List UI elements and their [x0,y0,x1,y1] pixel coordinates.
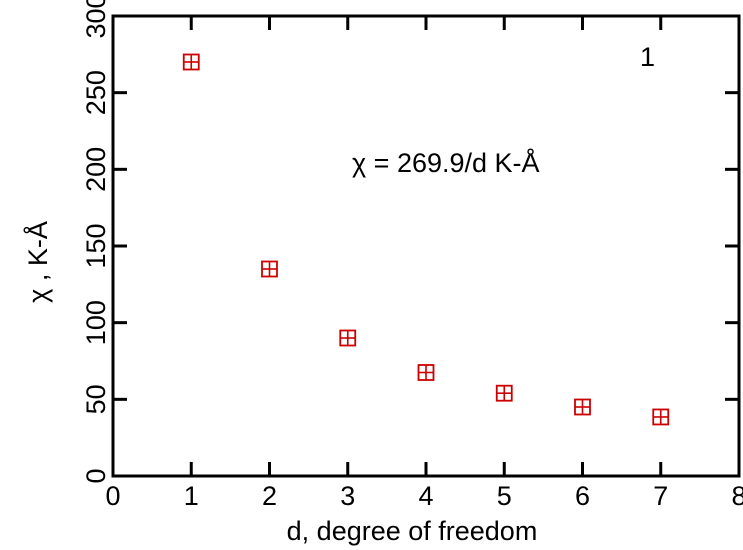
x-tick-label: 0 [105,481,120,511]
x-tick-label: 3 [340,481,355,511]
data-point [339,329,357,347]
data-point [495,384,513,402]
fit-equation: χ = 269.9/d K-Å [352,147,540,178]
plot-frame [111,14,741,478]
y-tick-label: 50 [81,384,111,414]
x-tick-label: 1 [184,481,199,511]
data-point [182,53,200,71]
y-tick-label: 250 [81,70,111,115]
x-tick-label: 7 [653,481,668,511]
x-tick-label: 4 [418,481,433,511]
panel-label: 1 [640,42,655,72]
data-points [182,53,670,426]
data-point [574,398,591,416]
data-point [417,364,435,381]
y-tick-label: 200 [81,147,111,192]
x-tick-label: 6 [575,481,590,511]
data-point [261,260,278,278]
x-tick-label: 5 [497,481,512,511]
x-axis-title: d, degree of freedom [287,516,538,546]
y-tick-label: 0 [81,468,111,483]
y-tick-label: 150 [81,223,111,268]
x-tick-label: 2 [262,481,277,511]
x-tick-label: 8 [731,481,743,511]
y-axis-title: χ , K-Å [22,221,53,303]
y-tick-label: 100 [81,300,111,345]
data-point [652,408,670,426]
axis-tick-labels: 0 1 2 3 4 5 6 7 8 0 50 100 150 200 250 300 [81,0,743,511]
axis-ticks [111,14,741,478]
y-tick-label: 300 [81,0,111,39]
